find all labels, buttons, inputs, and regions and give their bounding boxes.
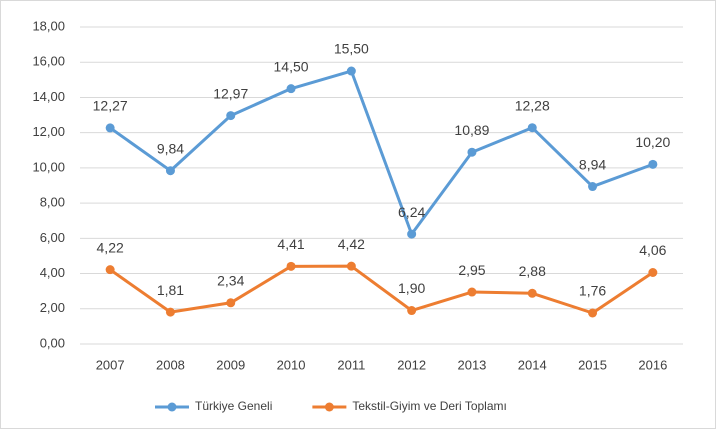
y-tick-label: 8,00 xyxy=(40,195,65,210)
y-tick-label: 4,00 xyxy=(40,265,65,280)
data-point xyxy=(286,84,296,94)
x-tick-label: 2016 xyxy=(638,357,667,372)
data-point xyxy=(346,66,356,76)
y-tick-label: 6,00 xyxy=(40,230,65,245)
data-label: 4,22 xyxy=(97,239,124,255)
x-tick-label: 2011 xyxy=(337,357,365,372)
data-point xyxy=(286,261,296,271)
data-label: 10,20 xyxy=(635,134,670,150)
x-tick-label: 2014 xyxy=(518,357,547,372)
data-point xyxy=(527,123,537,133)
data-point xyxy=(648,159,658,169)
x-tick-label: 2007 xyxy=(96,357,125,372)
data-label: 12,28 xyxy=(515,97,550,113)
data-point xyxy=(467,147,477,157)
data-label: 8,94 xyxy=(579,156,606,172)
data-label: 15,50 xyxy=(334,41,369,57)
data-label: 4,41 xyxy=(277,236,304,252)
data-label: 4,06 xyxy=(639,242,666,258)
data-point xyxy=(226,111,236,121)
data-label: 6,24 xyxy=(398,204,425,220)
x-tick-label: 2009 xyxy=(216,357,245,372)
data-point xyxy=(165,307,175,317)
y-tick-label: 2,00 xyxy=(40,300,65,315)
data-label: 4,42 xyxy=(338,236,365,252)
y-tick-label: 0,00 xyxy=(40,335,65,350)
data-point xyxy=(105,265,115,275)
data-point xyxy=(407,229,417,239)
data-point xyxy=(467,287,477,297)
legend-marker xyxy=(167,402,177,412)
data-label: 12,97 xyxy=(213,85,248,101)
x-tick-label: 2015 xyxy=(578,357,607,372)
data-point xyxy=(588,182,598,192)
y-tick-label: 14,00 xyxy=(32,89,65,104)
data-point xyxy=(105,123,115,133)
data-label: 12,27 xyxy=(93,98,128,114)
legend-marker xyxy=(324,402,334,412)
y-tick-label: 10,00 xyxy=(32,159,65,174)
x-tick-label: 2013 xyxy=(457,357,486,372)
x-tick-label: 2010 xyxy=(277,357,306,372)
data-label: 2,88 xyxy=(519,263,546,279)
data-label: 1,76 xyxy=(579,283,606,299)
data-label: 14,50 xyxy=(274,58,309,74)
data-label: 2,34 xyxy=(217,272,244,288)
legend-label: Türkiye Geneli xyxy=(195,399,272,413)
y-tick-label: 12,00 xyxy=(32,124,65,139)
data-label: 1,81 xyxy=(157,282,184,298)
data-point xyxy=(527,288,537,298)
x-tick-label: 2012 xyxy=(397,357,426,372)
data-point xyxy=(648,267,658,277)
data-point xyxy=(165,166,175,176)
data-label: 9,84 xyxy=(157,140,184,156)
legend-label: Tekstil-Giyim ve Deri Toplamı xyxy=(352,399,506,413)
data-label: 2,95 xyxy=(458,262,485,278)
x-tick-label: 2008 xyxy=(156,357,185,372)
series-line xyxy=(109,69,654,236)
series-line xyxy=(109,264,654,315)
data-point xyxy=(407,306,417,316)
data-point xyxy=(346,261,356,271)
data-point xyxy=(226,298,236,308)
y-tick-label: 16,00 xyxy=(32,54,65,69)
y-tick-label: 18,00 xyxy=(32,18,65,33)
data-label: 1,90 xyxy=(398,280,425,296)
data-label: 10,89 xyxy=(454,122,489,138)
data-point xyxy=(588,308,598,318)
